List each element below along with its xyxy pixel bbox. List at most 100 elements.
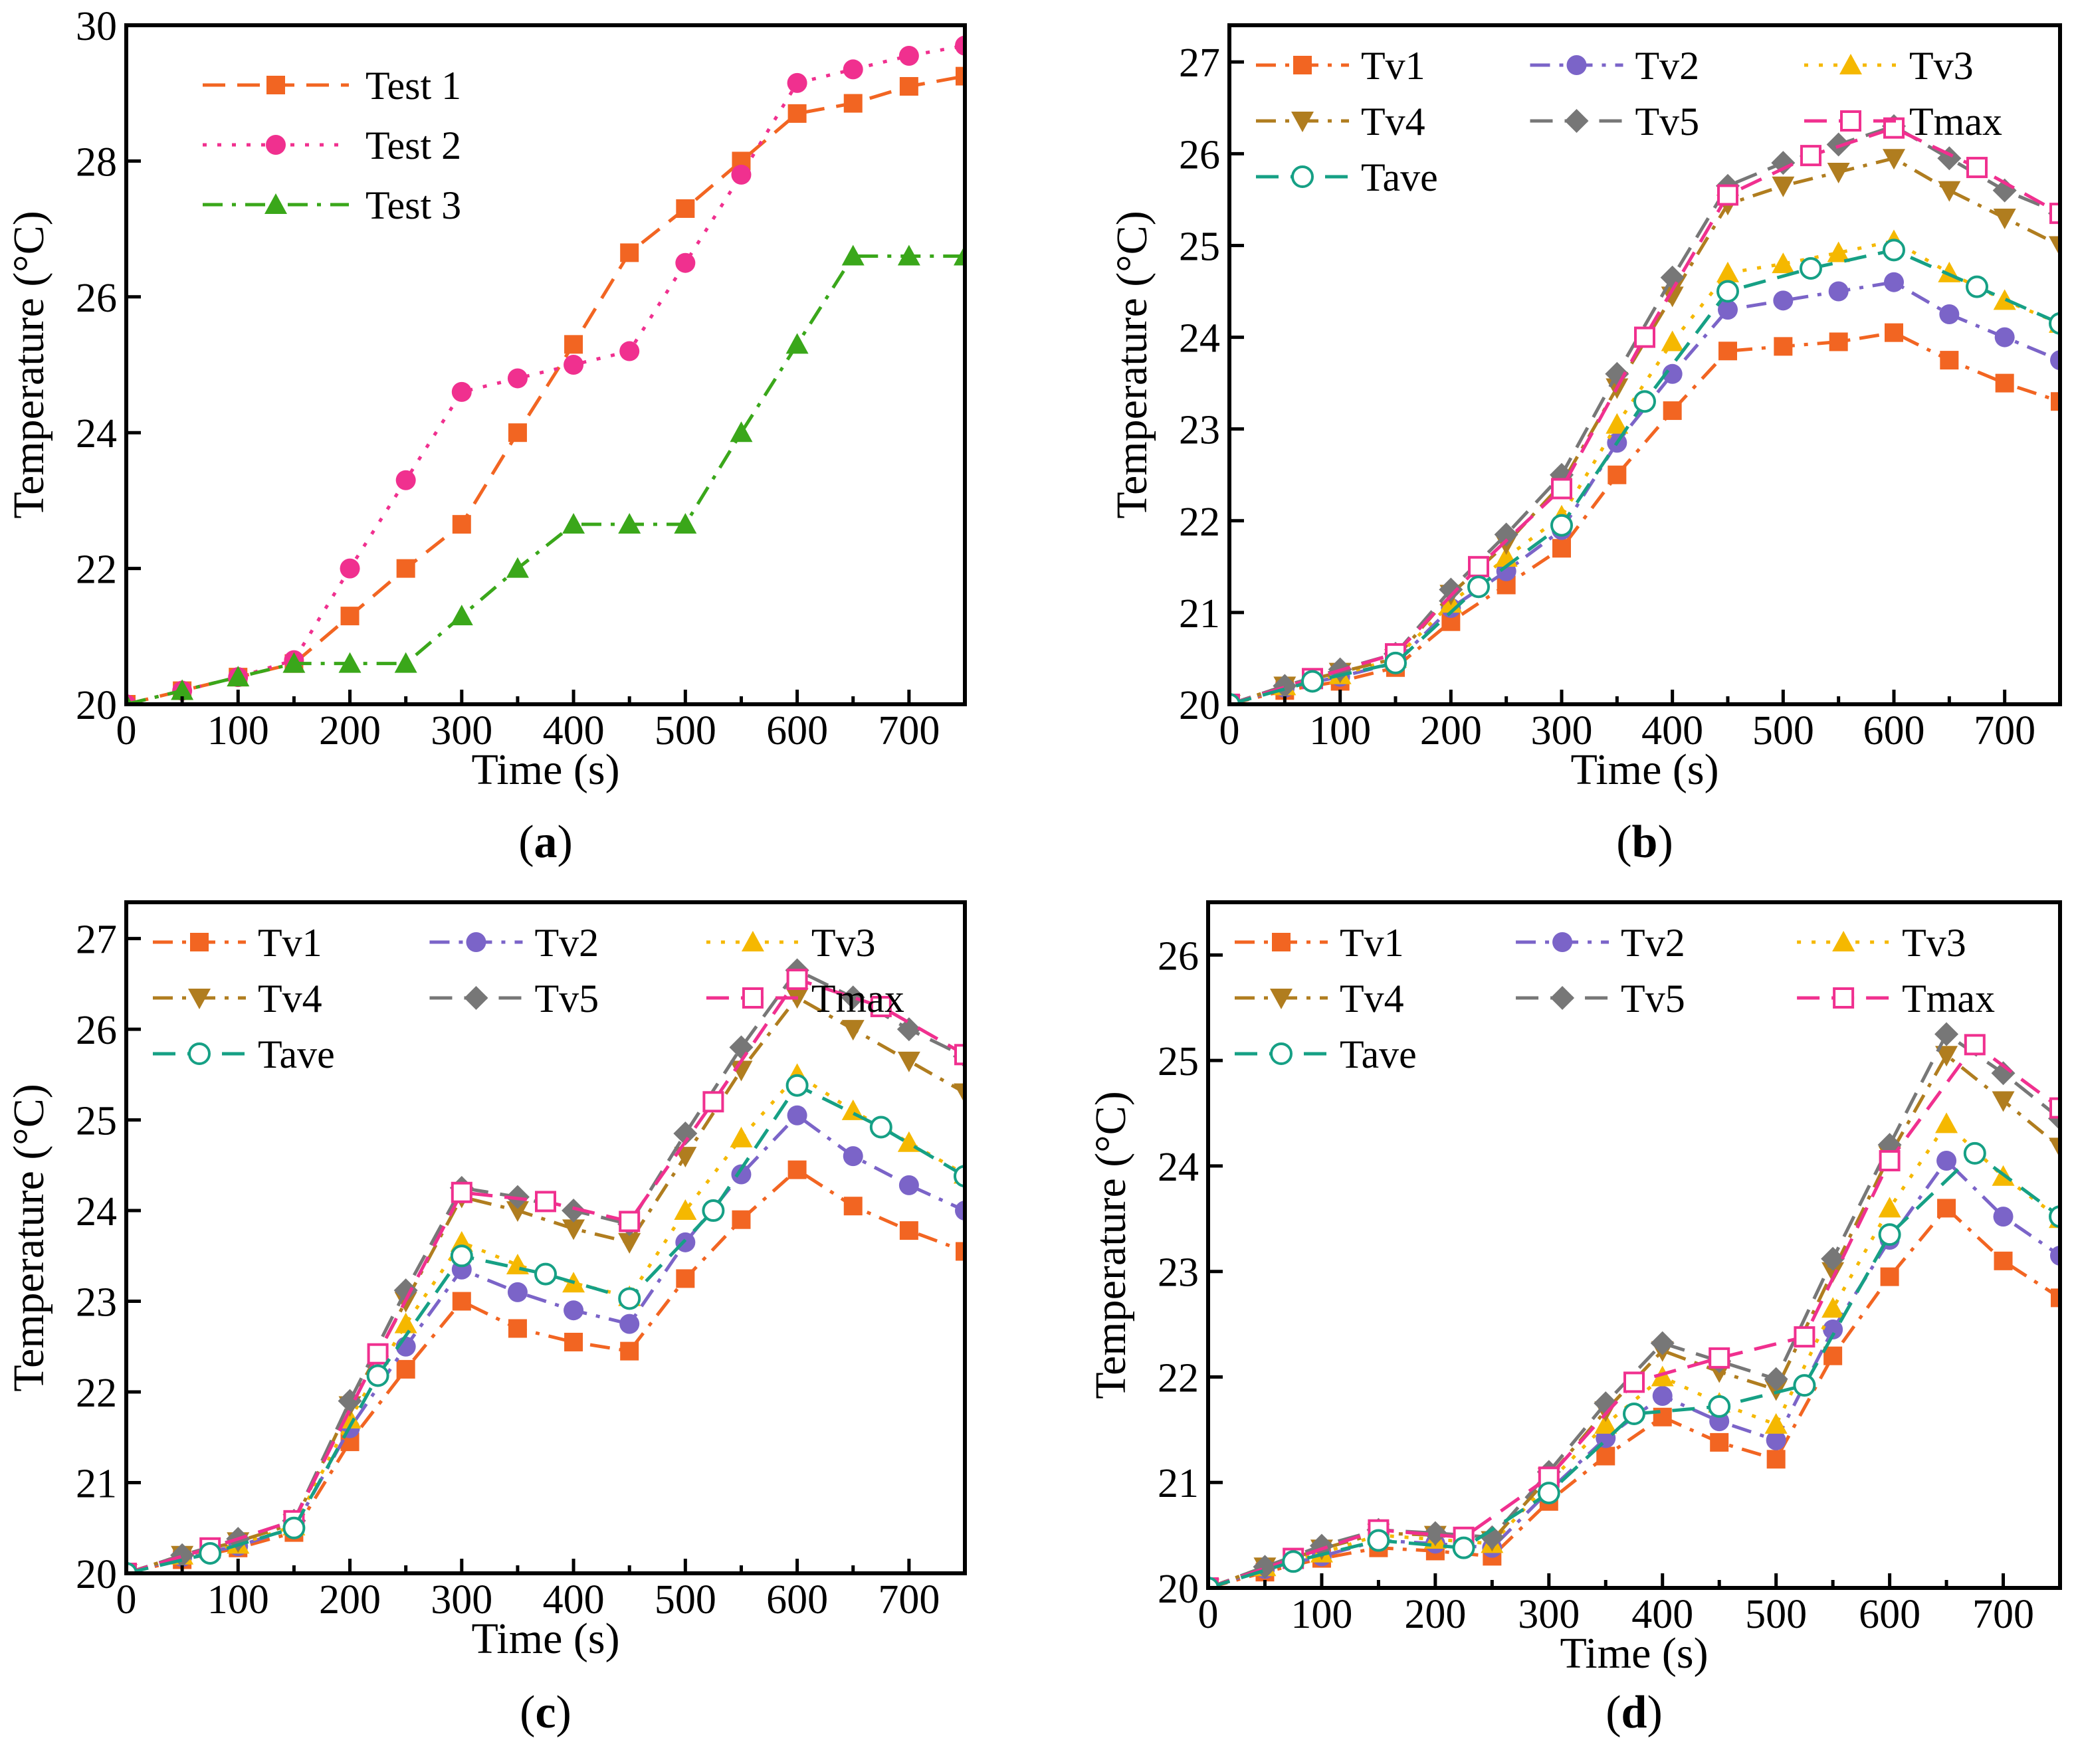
- legend-label: Tv3: [1909, 44, 1974, 88]
- data-point-tv1: [1718, 342, 1737, 361]
- data-point-tave: [1800, 256, 1822, 280]
- y-tick-label: 20: [1179, 683, 1220, 728]
- legend-label: Tmax: [811, 977, 904, 1021]
- legend-label: Tv5: [534, 977, 599, 1021]
- x-tick-label: 500: [655, 708, 716, 753]
- panel-label: (c): [520, 1687, 571, 1738]
- data-point-tmax: [535, 1191, 556, 1213]
- y-tick-label: 21: [76, 1462, 117, 1507]
- data-point-tmax: [1551, 478, 1572, 500]
- x-tick-label: 400: [1631, 1592, 1693, 1637]
- data-point-tv3: [1878, 1197, 1901, 1218]
- plot-frame: [1227, 23, 2062, 706]
- data-point-tv3: [1606, 413, 1629, 434]
- data-point-test-1: [899, 76, 918, 96]
- chart-panel-b: 0 100 200 300 400 500 600 700 20 21 22 23 24 25 26 27 Ti…: [1108, 23, 2062, 868]
- data-point-tmax: [1717, 184, 1738, 206]
- data-point-tave: [1229, 693, 1241, 704]
- data-point-tv4: [1821, 1262, 1845, 1283]
- legend-marker: [264, 193, 287, 214]
- x-tick-label: 100: [1309, 708, 1371, 753]
- data-point-tave: [1301, 670, 1324, 693]
- data-point-tmax: [1794, 1326, 1815, 1348]
- data-point-test-2: [340, 558, 360, 579]
- chart-panel-c: 0 100 200 300 400 500 600 700 20 21 22 23 24 25 26 27 Ti…: [5, 900, 967, 1738]
- series-line-tv1: [1208, 1205, 2060, 1588]
- data-point-tave: [126, 1562, 138, 1573]
- series-line-test-3: [126, 254, 965, 704]
- legend-label: Tave: [1340, 1032, 1417, 1076]
- legend-marker: [1552, 932, 1573, 952]
- y-tick-label: 26: [76, 276, 117, 321]
- data-point-tv5: [393, 1278, 418, 1303]
- data-point-tave: [869, 1116, 892, 1139]
- x-tick-label: 300: [431, 1577, 492, 1622]
- data-point-tave: [1467, 575, 1490, 599]
- data-point-tv3: [1716, 261, 1739, 282]
- data-point-tmax: [1964, 1034, 1986, 1056]
- data-point-tv5: [1650, 1331, 1675, 1355]
- x-axis-title: Time (s): [471, 1615, 619, 1663]
- data-point-tv4: [2049, 236, 2060, 257]
- data-point-tv2: [898, 1175, 919, 1195]
- legend-label: Tv1: [1340, 921, 1404, 965]
- x-tick-label: 300: [1518, 1592, 1580, 1637]
- series-line-tave: [126, 1083, 965, 1573]
- data-point-tave: [450, 1244, 473, 1268]
- y-tick-label: 24: [76, 411, 117, 456]
- y-tick-label: 20: [1158, 1567, 1199, 1612]
- legend-label: Tv3: [1902, 921, 1966, 965]
- data-point-tv1: [508, 1319, 527, 1338]
- data-point-tave: [1963, 1141, 1986, 1165]
- data-point-tv3: [1993, 289, 2016, 310]
- data-point-tv1: [787, 1160, 807, 1179]
- series-line-tmax: [1208, 1042, 2060, 1588]
- legend-marker: [1832, 931, 1855, 951]
- data-point-tv2: [564, 1300, 584, 1321]
- legend-label: Tv2: [1635, 44, 1700, 88]
- legend-label: Tv2: [1621, 921, 1685, 965]
- legend-label: Tv4: [1361, 100, 1425, 144]
- legend: Test 1 Test 2 Test 3: [203, 64, 461, 227]
- data-point-tv1: [452, 1292, 471, 1311]
- series-line-tv1: [1229, 331, 2060, 704]
- legend-label: Tave: [1361, 155, 1438, 199]
- data-point-tv1: [732, 1210, 751, 1229]
- data-point-tv5: [1480, 1525, 1504, 1549]
- data-point-tv4: [618, 1232, 641, 1254]
- data-point-tv1: [2051, 1288, 2060, 1308]
- legend-label: Tv5: [1621, 977, 1685, 1021]
- data-point-tv1: [1774, 337, 1793, 356]
- series-line-test-1: [126, 74, 965, 704]
- data-point-tave: [1452, 1536, 1475, 1559]
- series-line-tv2: [126, 1113, 965, 1573]
- data-point-tv3: [1935, 1112, 1958, 1133]
- data-point-test-2: [731, 164, 752, 185]
- data-point-tv1: [843, 1197, 863, 1216]
- panel-label: (a): [518, 817, 573, 868]
- data-point-tv5: [673, 1122, 698, 1146]
- y-tick-label: 27: [1179, 41, 1220, 86]
- y-tick-label: 24: [1158, 1145, 1199, 1190]
- y-tick-label: 21: [1158, 1461, 1199, 1506]
- data-point-tv2: [1773, 290, 1794, 311]
- data-point-test-1: [396, 559, 415, 578]
- legend-marker: [266, 135, 286, 155]
- legend-marker: [1566, 55, 1587, 75]
- data-point-tmax: [1709, 1347, 1730, 1369]
- x-tick-label: 600: [766, 708, 828, 753]
- y-tick-label: 26: [1158, 933, 1199, 979]
- legend-marker: [1840, 110, 1861, 132]
- data-point-tv4: [897, 1051, 920, 1072]
- data-point-tv5: [1934, 1022, 1959, 1046]
- data-point-tv4: [1992, 1091, 2015, 1112]
- legend-marker: [1270, 989, 1293, 1009]
- chart-panel-d: 0 100 200 300 400 500 600 700 20 21 22 23 24 25 26 Time…: [1087, 900, 2062, 1738]
- data-point-tv5: [1660, 265, 1685, 290]
- data-point-tv2: [619, 1314, 640, 1334]
- data-point-test-2: [787, 72, 807, 93]
- data-point-tv5: [1423, 1521, 1447, 1545]
- x-tick-label: 500: [1752, 708, 1814, 753]
- y-tick-label: 30: [76, 4, 117, 49]
- legend-marker: [464, 986, 488, 1010]
